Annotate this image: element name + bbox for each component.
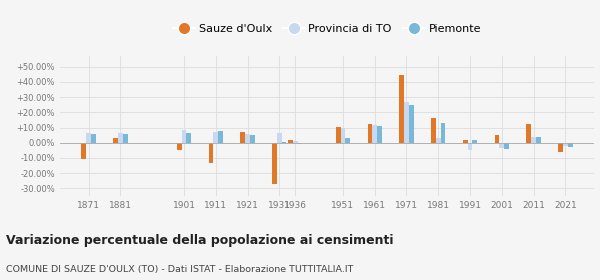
Bar bbox=[187, 133, 191, 143]
Bar bbox=[214, 132, 218, 143]
Bar bbox=[345, 138, 350, 143]
Bar bbox=[293, 141, 298, 143]
Bar bbox=[250, 135, 254, 143]
Bar bbox=[400, 75, 404, 143]
Bar bbox=[118, 133, 123, 143]
Bar bbox=[499, 143, 504, 148]
Bar bbox=[182, 130, 187, 143]
Bar bbox=[409, 106, 413, 143]
Bar bbox=[568, 143, 572, 146]
Bar bbox=[563, 143, 568, 146]
Bar bbox=[431, 118, 436, 143]
Bar bbox=[531, 137, 536, 143]
Bar bbox=[241, 132, 245, 143]
Bar bbox=[298, 143, 302, 144]
Bar bbox=[91, 134, 96, 143]
Bar bbox=[372, 125, 377, 143]
Bar bbox=[288, 141, 293, 143]
Bar bbox=[472, 141, 477, 143]
Bar bbox=[177, 143, 182, 150]
Bar bbox=[113, 138, 118, 143]
Bar bbox=[123, 134, 128, 143]
Legend: Sauze d'Oulx, Provincia di TO, Piemonte: Sauze d'Oulx, Provincia di TO, Piemonte bbox=[169, 20, 485, 38]
Bar bbox=[341, 128, 345, 143]
Bar bbox=[494, 135, 499, 143]
Bar bbox=[336, 127, 341, 143]
Bar bbox=[277, 133, 282, 143]
Bar bbox=[209, 143, 214, 163]
Bar bbox=[436, 138, 440, 143]
Bar bbox=[86, 133, 91, 143]
Bar bbox=[536, 137, 541, 143]
Bar bbox=[526, 124, 531, 143]
Bar bbox=[558, 143, 563, 152]
Bar bbox=[218, 131, 223, 143]
Bar bbox=[245, 134, 250, 143]
Bar bbox=[440, 123, 445, 143]
Text: COMUNE DI SAUZE D'OULX (TO) - Dati ISTAT - Elaborazione TUTTITALIA.IT: COMUNE DI SAUZE D'OULX (TO) - Dati ISTAT… bbox=[6, 265, 353, 274]
Bar bbox=[504, 143, 509, 149]
Bar bbox=[377, 126, 382, 143]
Bar bbox=[463, 140, 467, 143]
Bar bbox=[368, 125, 372, 143]
Text: Variazione percentuale della popolazione ai censimenti: Variazione percentuale della popolazione… bbox=[6, 234, 394, 247]
Bar bbox=[82, 143, 86, 160]
Bar bbox=[467, 143, 472, 150]
Bar bbox=[272, 143, 277, 184]
Bar bbox=[404, 102, 409, 143]
Bar bbox=[282, 142, 286, 143]
